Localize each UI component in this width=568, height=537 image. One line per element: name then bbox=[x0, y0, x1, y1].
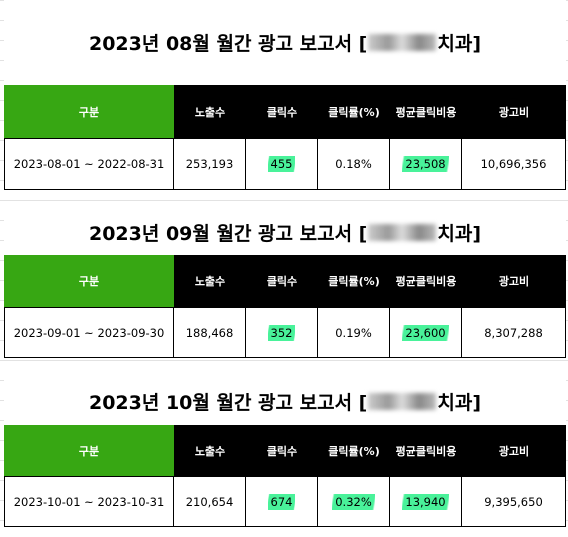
data-cell: 455 bbox=[245, 138, 318, 190]
title-text: 2023년 10월 월간 광고 보고서 [ bbox=[88, 392, 368, 414]
title-text: 치과] bbox=[437, 223, 482, 245]
data-cell: 0.32% bbox=[317, 476, 390, 527]
header-cell: 클릭률(%) bbox=[318, 85, 390, 138]
header-cell: 광고비 bbox=[462, 255, 566, 307]
cell-value: 0.19% bbox=[335, 325, 372, 340]
header-cell: 평균클릭비용 bbox=[390, 425, 462, 476]
data-cell: 210,654 bbox=[173, 476, 246, 527]
title-text: 2023년 08월 월간 광고 보고서 [ bbox=[88, 33, 368, 55]
header-cell: 평균클릭비용 bbox=[390, 85, 462, 138]
cell-value: 352 bbox=[267, 324, 296, 341]
report-title: 2023년 08월 월간 광고 보고서 [ 치과] bbox=[4, 0, 566, 85]
cell-value: 210,654 bbox=[185, 494, 234, 509]
cell-value: 253,193 bbox=[185, 157, 234, 171]
header-cell: 노출수 bbox=[174, 255, 246, 307]
header-cell: 구분 bbox=[4, 255, 174, 307]
cell-value: 2023-08-01 ~ 2022-08-31 bbox=[13, 157, 165, 171]
header-cell: 클릭률(%) bbox=[318, 255, 390, 307]
cell-value: 2023-10-01 ~ 2023-10-31 bbox=[13, 494, 165, 509]
data-cell: 23,600 bbox=[389, 307, 462, 358]
data-cell: 9,395,650 bbox=[461, 476, 566, 527]
cell-value: 8,307,288 bbox=[484, 325, 543, 340]
blurred-name bbox=[368, 34, 437, 51]
title-text: 치과] bbox=[437, 33, 482, 55]
header-cell: 클릭률(%) bbox=[318, 425, 390, 476]
header-cell: 광고비 bbox=[462, 425, 566, 476]
data-cell: 23,508 bbox=[389, 138, 462, 190]
cell-value: 9,395,650 bbox=[484, 494, 543, 509]
header-cell: 구분 bbox=[4, 85, 174, 138]
cell-value: 0.32% bbox=[332, 493, 375, 510]
title-text: 치과] bbox=[437, 392, 482, 414]
cell-value: 10,696,356 bbox=[480, 157, 547, 171]
report-title: 2023년 10월 월간 광고 보고서 [ 치과] bbox=[4, 378, 566, 425]
report-title: 2023년 09월 월간 광고 보고서 [ 치과] bbox=[4, 210, 566, 255]
header-cell: 클릭수 bbox=[246, 85, 318, 138]
data-cell: 2023-09-01 ~ 2023-09-30 bbox=[4, 307, 174, 358]
title-text: 2023년 09월 월간 광고 보고서 [ bbox=[88, 223, 368, 245]
data-cell: 2023-08-01 ~ 2022-08-31 bbox=[4, 138, 174, 190]
cell-value: 13,940 bbox=[402, 493, 449, 510]
blurred-name bbox=[368, 224, 437, 241]
header-cell: 평균클릭비용 bbox=[390, 255, 462, 307]
cell-value: 0.18% bbox=[335, 157, 372, 171]
header-cell: 노출수 bbox=[174, 425, 246, 476]
blurred-name bbox=[368, 393, 437, 410]
header-cell: 노출수 bbox=[174, 85, 246, 138]
cell-value: 23,600 bbox=[402, 324, 449, 341]
header-cell: 클릭수 bbox=[246, 255, 318, 307]
data-cell: 352 bbox=[245, 307, 318, 358]
cell-value: 188,468 bbox=[185, 325, 234, 340]
header-cell: 구분 bbox=[4, 425, 174, 476]
data-cell: 10,696,356 bbox=[461, 138, 566, 190]
data-cell: 2023-10-01 ~ 2023-10-31 bbox=[4, 476, 174, 527]
cell-value: 674 bbox=[267, 493, 296, 510]
cell-value: 2023-09-01 ~ 2023-09-30 bbox=[13, 325, 165, 340]
header-cell: 광고비 bbox=[462, 85, 566, 138]
data-cell: 674 bbox=[245, 476, 318, 527]
data-cell: 8,307,288 bbox=[461, 307, 566, 358]
cell-value: 455 bbox=[267, 156, 296, 172]
header-cell: 클릭수 bbox=[246, 425, 318, 476]
data-cell: 253,193 bbox=[173, 138, 246, 190]
data-cell: 188,468 bbox=[173, 307, 246, 358]
cell-value: 23,508 bbox=[402, 156, 449, 172]
data-cell: 0.19% bbox=[317, 307, 390, 358]
data-cell: 0.18% bbox=[317, 138, 390, 190]
data-cell: 13,940 bbox=[389, 476, 462, 527]
